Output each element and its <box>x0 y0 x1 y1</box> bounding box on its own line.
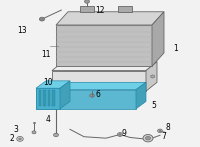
Circle shape <box>39 17 45 21</box>
Polygon shape <box>36 90 136 109</box>
Bar <box>33 122 35 123</box>
Polygon shape <box>52 71 146 91</box>
Polygon shape <box>56 25 152 66</box>
Text: 11: 11 <box>41 50 51 59</box>
Circle shape <box>90 94 94 97</box>
Polygon shape <box>60 81 70 109</box>
Circle shape <box>158 129 162 133</box>
Polygon shape <box>56 12 164 25</box>
Polygon shape <box>52 62 157 71</box>
Circle shape <box>119 134 121 135</box>
Polygon shape <box>43 90 46 106</box>
Polygon shape <box>118 6 132 12</box>
Text: 8: 8 <box>166 123 170 132</box>
Circle shape <box>19 138 21 140</box>
Polygon shape <box>39 90 41 106</box>
Circle shape <box>117 133 123 136</box>
Circle shape <box>151 75 155 78</box>
Polygon shape <box>152 12 164 66</box>
Text: 5: 5 <box>152 101 156 110</box>
Polygon shape <box>136 82 146 109</box>
Text: 6: 6 <box>96 90 100 99</box>
Polygon shape <box>36 88 60 109</box>
Polygon shape <box>80 6 94 12</box>
Polygon shape <box>36 82 146 90</box>
Circle shape <box>146 136 150 140</box>
Text: 4: 4 <box>46 115 50 124</box>
Text: 2: 2 <box>10 134 14 143</box>
Text: 1: 1 <box>174 44 178 53</box>
Circle shape <box>143 135 153 142</box>
Circle shape <box>159 130 161 132</box>
Polygon shape <box>48 90 50 106</box>
Text: 3: 3 <box>14 125 18 134</box>
Polygon shape <box>36 81 70 88</box>
Polygon shape <box>146 62 157 91</box>
Circle shape <box>54 133 58 137</box>
Text: 10: 10 <box>43 78 53 87</box>
Text: 7: 7 <box>162 132 166 141</box>
Text: 9: 9 <box>122 129 126 138</box>
Circle shape <box>85 0 89 3</box>
Text: 13: 13 <box>17 26 27 35</box>
Text: 12: 12 <box>95 6 105 15</box>
Polygon shape <box>52 90 55 106</box>
Circle shape <box>32 131 36 134</box>
